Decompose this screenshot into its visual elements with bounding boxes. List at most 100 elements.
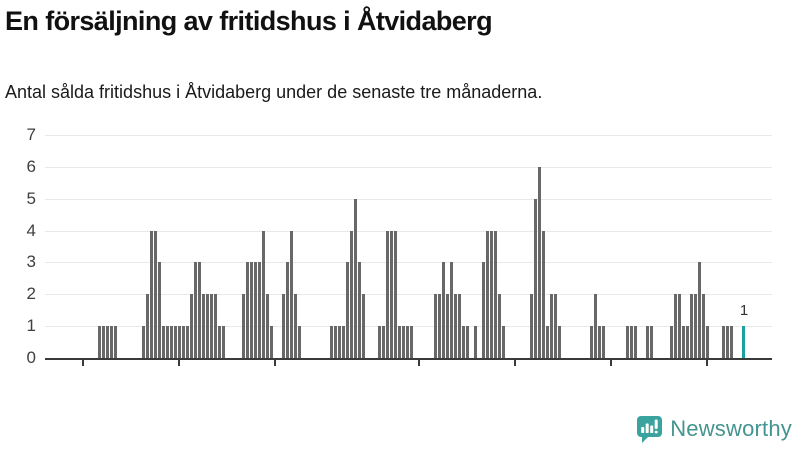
bar [246,262,249,358]
bar [650,326,653,358]
bar [266,294,269,358]
bar [358,262,361,358]
bar [330,326,333,358]
bar [438,294,441,358]
bar [446,294,449,358]
bar [202,294,205,358]
bar [162,326,165,358]
bar [434,294,437,358]
bar [630,326,633,358]
bar [182,326,185,358]
bar [402,326,405,358]
bar [354,198,357,358]
bar [218,326,221,358]
bar [386,230,389,358]
bar [394,230,397,358]
bar [730,326,733,358]
brand-name: Newsworthy [670,416,792,441]
x-tick-mark [418,360,420,366]
bar [502,326,505,358]
bar [598,326,601,358]
bar [146,294,149,358]
bar [222,326,225,358]
bar [690,294,693,358]
x-tick-mark [274,360,276,366]
bar [378,326,381,358]
bar-value-label: 1 [739,302,749,320]
bar [466,326,469,358]
gridline [45,166,772,168]
bar [646,326,649,358]
bar [462,326,465,358]
bar [398,326,401,358]
bar [490,230,493,358]
bar [158,262,161,358]
bar [670,326,673,358]
bar [154,230,157,358]
bar [698,262,701,358]
x-axis-line [45,358,772,360]
gridline [45,135,772,136]
bar [106,326,109,358]
bar [334,326,337,358]
bar [482,262,485,358]
bar [362,294,365,358]
bar [214,294,217,358]
bar [538,166,541,358]
y-tick-label: 6 [26,156,36,176]
bar [342,326,345,358]
bar [694,294,697,358]
bar [250,262,253,358]
bar [186,326,189,358]
x-tick-mark [178,360,180,366]
bar [454,294,457,358]
bar [406,326,409,358]
x-tick-mark [514,360,516,366]
bar [142,326,145,358]
x-tick-mark [82,360,84,366]
bar [390,230,393,358]
newsworthy-speech-bubble-bar-chart-icon [637,416,663,443]
bar [262,230,265,358]
y-tick-label: 5 [26,188,36,208]
bar [494,230,497,358]
bar [486,230,489,358]
bar [534,198,537,358]
bar-highlighted [742,326,745,358]
bar [258,262,261,358]
bar [590,326,593,358]
bar [198,262,201,358]
bar [346,262,349,358]
bar [150,230,153,358]
bar [634,326,637,358]
bar [190,294,193,358]
bar [114,326,117,358]
bar [558,326,561,358]
bar [338,326,341,358]
bar [206,294,209,358]
bar [706,326,709,358]
bar [702,294,705,358]
bar [282,294,285,358]
gridline [45,294,772,296]
gridline [45,198,772,200]
x-tick-mark [706,360,708,366]
bar [594,294,597,358]
bar [474,326,477,358]
gridline [45,262,772,264]
bar [498,294,501,358]
bar [178,326,181,358]
y-tick-label: 1 [26,316,36,336]
bar [674,294,677,358]
bar [602,326,605,358]
bar [382,326,385,358]
bar [546,326,549,358]
gridline [45,230,772,232]
bar [210,294,213,358]
bar [194,262,197,358]
chart-title: En försäljning av fritidshus i Åtvidaber… [5,6,493,36]
bar [102,326,105,358]
chart-subtitle: Antal sålda fritidshus i Åtvidaberg unde… [5,82,543,102]
bar [682,326,685,358]
